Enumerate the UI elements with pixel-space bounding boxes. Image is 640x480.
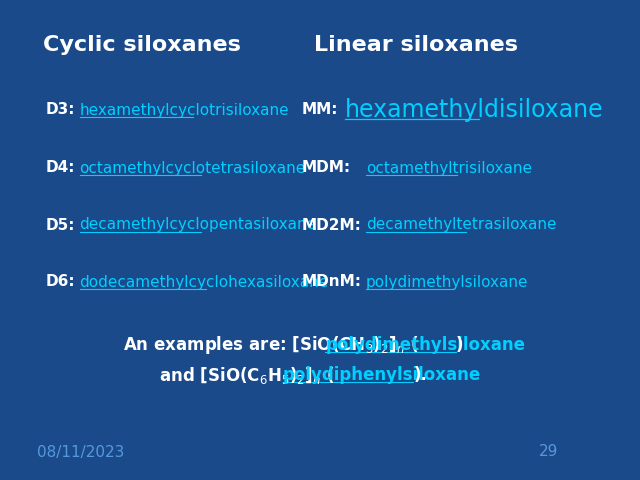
Text: decamethylcyclopentasiloxane: decamethylcyclopentasiloxane xyxy=(79,217,317,232)
Text: octamethylcyclotetrasiloxane: octamethylcyclotetrasiloxane xyxy=(79,160,306,176)
Text: D4:: D4: xyxy=(45,160,76,176)
Text: Cyclic siloxanes: Cyclic siloxanes xyxy=(43,35,241,55)
Text: polydimethylsiloxane: polydimethylsiloxane xyxy=(325,336,525,354)
Text: An examples are: [SiO(CH$_3$)$_2$]$_n$ (: An examples are: [SiO(CH$_3$)$_2$]$_n$ ( xyxy=(123,334,418,356)
Text: 29: 29 xyxy=(539,444,558,459)
Text: MDnM:: MDnM: xyxy=(301,275,362,289)
Text: D3:: D3: xyxy=(45,103,76,118)
Text: Linear siloxanes: Linear siloxanes xyxy=(314,35,518,55)
Text: ).: ). xyxy=(413,366,428,384)
Text: MM:: MM: xyxy=(301,103,339,118)
Text: ): ) xyxy=(456,336,463,354)
Text: MDM:: MDM: xyxy=(301,160,351,176)
Text: polydiphenylsiloxane: polydiphenylsiloxane xyxy=(283,366,481,384)
Text: dodecamethylcyclohexasiloxane: dodecamethylcyclohexasiloxane xyxy=(79,275,329,289)
Text: decamethyltetrasiloxane: decamethyltetrasiloxane xyxy=(365,217,556,232)
Text: hexamethylcyclotrisiloxane: hexamethylcyclotrisiloxane xyxy=(79,103,289,118)
Text: 08/11/2023: 08/11/2023 xyxy=(36,444,124,459)
Text: D5:: D5: xyxy=(45,217,76,232)
Text: polydimethylsiloxane: polydimethylsiloxane xyxy=(365,275,528,289)
Text: D6:: D6: xyxy=(45,275,76,289)
Text: and [SiO(C$_6$H$_5$)$_2$]$_n$ (: and [SiO(C$_6$H$_5$)$_2$]$_n$ ( xyxy=(159,364,334,385)
Text: octamethyltrisiloxane: octamethyltrisiloxane xyxy=(365,160,532,176)
Text: hexamethyldisiloxane: hexamethyldisiloxane xyxy=(345,98,604,122)
Text: MD2M:: MD2M: xyxy=(301,217,362,232)
